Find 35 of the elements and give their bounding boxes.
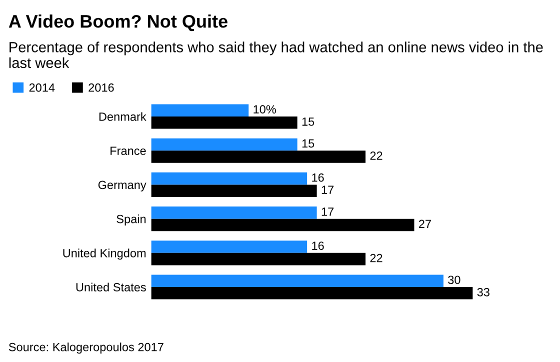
y-tick-label: France <box>110 146 146 155</box>
data-label: 10% <box>254 105 276 114</box>
bar <box>151 206 317 219</box>
source-note: Source: Kalogeropoulos 2017 <box>8 342 164 354</box>
bar <box>151 150 366 163</box>
bar <box>151 116 298 129</box>
bar <box>151 287 473 300</box>
data-label: 22 <box>370 152 382 160</box>
y-tick-label: United States <box>76 282 146 292</box>
bar <box>151 252 366 266</box>
data-label: 17 <box>322 186 334 194</box>
data-label: 22 <box>370 254 382 262</box>
bar <box>151 184 317 197</box>
y-tick-label: Denmark <box>99 112 146 121</box>
data-label: 30 <box>448 276 460 284</box>
data-label: 16 <box>312 242 324 250</box>
chart-title: A Video Boom? Not Quite <box>8 14 228 32</box>
legend-label: 2014 <box>29 83 55 92</box>
y-tick-label: Spain <box>116 214 146 226</box>
chart-subtitle: Percentage of respondents who said they had watched an online news video in the last week <box>9 42 543 68</box>
data-label: 16 <box>312 173 324 182</box>
data-label: 33 <box>477 288 490 296</box>
data-label: 15 <box>302 139 314 148</box>
data-label: 17 <box>322 208 334 216</box>
data-label: 27 <box>418 220 431 228</box>
bar <box>151 172 308 185</box>
bar <box>151 218 414 232</box>
bar <box>151 274 444 288</box>
legend-label: 2016 <box>88 83 114 92</box>
bar <box>151 138 298 151</box>
bar <box>151 104 249 116</box>
y-tick-label: Germany <box>98 180 146 192</box>
y-tick-label: United Kingdom <box>63 248 146 260</box>
data-label: 15 <box>302 118 314 126</box>
bar <box>151 240 308 253</box>
